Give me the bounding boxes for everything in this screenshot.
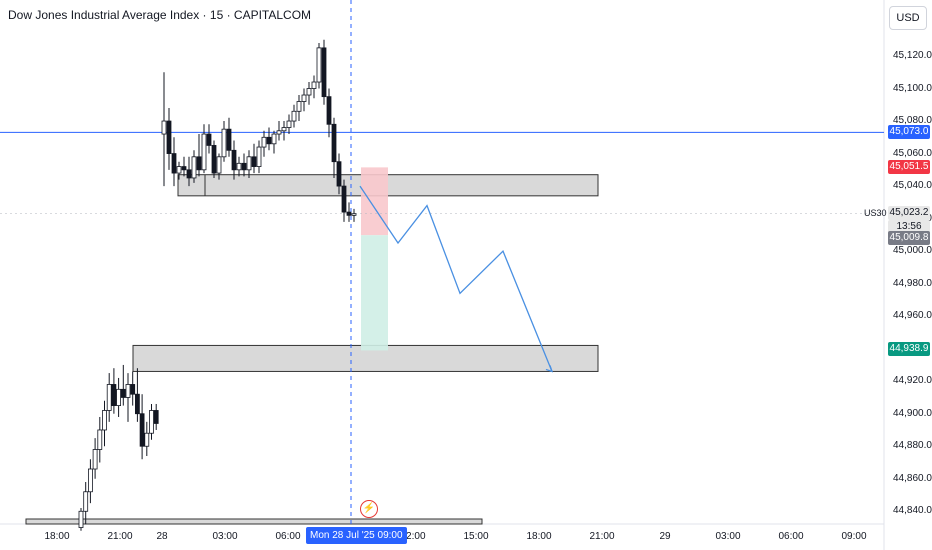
candle-body (116, 388, 121, 406)
price-tick-label: 45,060.0 (893, 147, 932, 159)
take-profit-area (361, 235, 388, 351)
price-badge: 45,073.0 (888, 125, 930, 139)
projection-path (359, 185, 553, 372)
candle-body (321, 47, 327, 98)
candle-body (286, 120, 292, 128)
candle-body (196, 156, 202, 171)
time-tick-label: 03:00 (715, 531, 741, 542)
candle-body (144, 432, 150, 447)
price-tick-label: 44,900.0 (893, 407, 932, 419)
time-cursor-label: Mon 28 Jul '25 09:00 (306, 527, 407, 544)
price-tick-label: 44,920.0 (893, 375, 932, 387)
stop-loss-area (361, 167, 388, 236)
candle-body (336, 161, 342, 187)
price-tick-label: 45,100.0 (893, 82, 932, 94)
price-tick-label: 44,840.0 (893, 505, 932, 517)
candle-body (241, 162, 247, 171)
price-tick-label: 44,980.0 (893, 277, 932, 289)
price-badge: 45,051.5 (888, 160, 930, 174)
candle-body (153, 410, 159, 424)
candle-body (251, 156, 257, 167)
candle-body (102, 410, 107, 431)
candle-body (341, 185, 347, 213)
candle-body (111, 384, 117, 406)
bottom-zone (25, 518, 483, 525)
time-tick-label: 15:00 (463, 531, 489, 542)
time-tick-label: 21:00 (589, 531, 615, 542)
candle-body (206, 133, 212, 146)
flash-icon[interactable]: ⚡ (360, 500, 378, 518)
candle-body (231, 149, 237, 171)
candle-body (296, 101, 302, 112)
price-tick-label: 45,000.0 (893, 245, 932, 257)
candle-body (97, 429, 103, 450)
candle-body (311, 81, 317, 89)
price-tick-label: 44,880.0 (893, 440, 932, 452)
price-badge: 13:56 (888, 220, 930, 234)
chart-title: Dow Jones Industrial Average Index · 15 … (8, 8, 312, 22)
price-badge: 45,009.8 (888, 231, 930, 245)
candle-body (301, 94, 307, 102)
candle-body (134, 393, 140, 415)
candle-body (246, 156, 252, 171)
price-tick-label: 45,080.0 (893, 115, 932, 127)
candle-body (92, 449, 98, 470)
price-tick-label: 45,120.0 (893, 50, 932, 61)
candle-body (281, 127, 287, 132)
time-tick-label: 06:00 (778, 531, 804, 542)
candle-body (291, 110, 297, 122)
candle-body (271, 133, 277, 145)
projection-arrowhead (545, 365, 554, 373)
candle-body (139, 413, 145, 447)
candle-body (266, 136, 272, 145)
candle-body (78, 510, 84, 528)
candle-body (166, 120, 172, 154)
candle-body (331, 123, 337, 163)
price-badge: 44,938.9 (888, 342, 930, 356)
time-tick-label: 28 (156, 531, 168, 542)
candle-body (191, 156, 197, 179)
candle-body (176, 166, 182, 174)
time-tick-label: 12:00 (400, 531, 426, 542)
candle-body (186, 169, 192, 179)
time-tick-label: 09:00 (841, 531, 867, 542)
candle-body (316, 47, 322, 83)
candle-body (256, 146, 262, 167)
candle-body (261, 136, 267, 148)
time-tick-label: 18:00 (526, 531, 552, 542)
candle-body (216, 156, 222, 174)
price-tick-label: 44,960.0 (893, 310, 932, 322)
candle-body (171, 153, 177, 174)
candle-body (83, 491, 89, 512)
candle-body (211, 145, 217, 174)
candle-body (88, 468, 93, 493)
candle-body (276, 130, 282, 135)
candle-body (161, 120, 167, 135)
time-tick-label: 21:00 (107, 531, 133, 542)
symbol-label: US30 (864, 208, 887, 218)
time-tick-label: 18:00 (44, 531, 70, 542)
candle-body (221, 128, 227, 158)
candle-body (306, 88, 312, 96)
currency-button[interactable]: USD (889, 6, 927, 30)
price-tick-label: 44,860.0 (893, 472, 932, 484)
candle-body (351, 213, 357, 216)
time-tick-label: 06:00 (275, 531, 301, 542)
candle-body (226, 128, 232, 151)
price-tick-label: 45,040.0 (893, 180, 932, 192)
candle-body (201, 133, 207, 171)
candle-body (149, 410, 154, 434)
candle-body (106, 384, 112, 411)
candle-body (120, 388, 126, 398)
candle-body (125, 384, 131, 398)
candle-body (326, 96, 332, 125)
price-badge: 45,023.2 (888, 206, 930, 220)
candle-body (130, 384, 136, 395)
candle-body (346, 211, 352, 216)
candle-body (236, 162, 242, 171)
time-tick-label: 03:00 (212, 531, 238, 542)
time-tick-label: 29 (659, 531, 671, 542)
candle-body (181, 166, 187, 171)
